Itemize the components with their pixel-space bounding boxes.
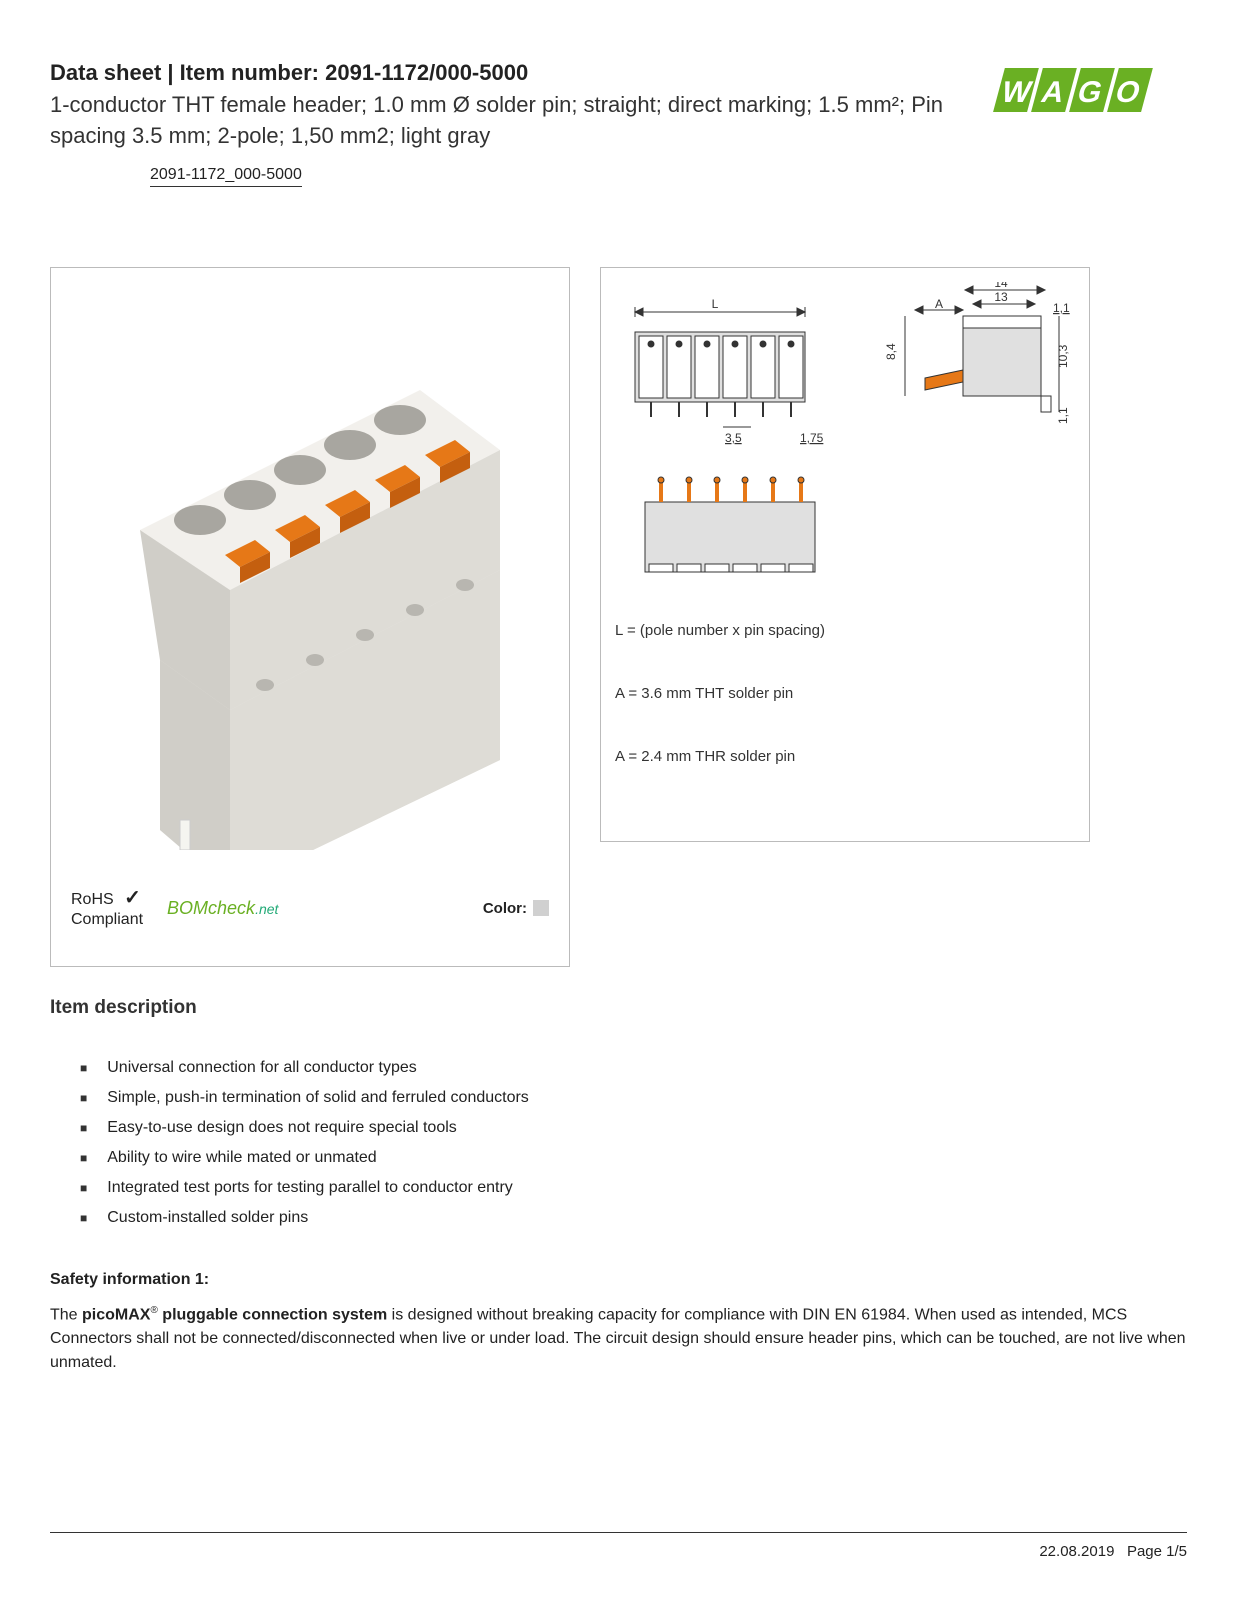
safety-bold2: pluggable connection system (158, 1306, 387, 1323)
image-row: RoHS ✓ Compliant BOMcheck.net Color: (50, 267, 1187, 967)
dim-r11: 1,1 (1053, 301, 1070, 315)
list-item: Universal connection for all conductor t… (80, 1059, 1187, 1077)
title-line: Data sheet | Item number: 2091-1172/000-… (50, 60, 957, 86)
dim-35: 3,5 (725, 431, 742, 445)
tech-drawing-box: L (600, 267, 1090, 842)
bomcheck-logo: BOMcheck.net (167, 898, 278, 919)
rohs-label: RoHS (71, 891, 114, 908)
list-item: Ability to wire while mated or unmated (80, 1149, 1187, 1167)
safety-heading: Safety information 1: (50, 1271, 1187, 1289)
dim-14: 14 (994, 282, 1008, 290)
list-item: Custom-installed solder pins (80, 1209, 1187, 1227)
product-render (51, 268, 569, 873)
color-label-text: Color: (483, 900, 527, 917)
list-item: Integrated test ports for testing parall… (80, 1179, 1187, 1197)
dim-b11: 1,1 (1056, 407, 1070, 424)
footer-date: 22.08.2019 (1039, 1543, 1114, 1560)
safety-prefix: The (50, 1306, 82, 1323)
item-number: 2091-1172/000-5000 (325, 60, 528, 85)
page-header: Data sheet | Item number: 2091-1172/000-… (50, 60, 1187, 187)
dim-175: 1,75 (800, 431, 824, 445)
dim-84: 8,4 (884, 343, 898, 360)
list-item: Simple, push-in termination of solid and… (80, 1089, 1187, 1107)
note-L: L = (pole number x pin spacing) (615, 622, 1075, 639)
part-link[interactable]: 2091-1172_000-5000 (150, 166, 302, 187)
note-A1: A = 3.6 mm THT solder pin (615, 685, 1075, 702)
dim-103: 10,3 (1056, 344, 1070, 368)
check-icon: ✓ (124, 887, 141, 909)
tech-drawings: L (615, 282, 1075, 592)
safety-sup: ® (150, 1305, 157, 1316)
color-swatch (533, 900, 549, 916)
bomcheck-suffix: .net (255, 901, 278, 917)
dim-13: 13 (994, 290, 1008, 304)
rohs-compliant-label: Compliant (71, 911, 143, 928)
bomcheck-text: BOMcheck (167, 898, 255, 918)
description-bullets: Universal connection for all conductor t… (50, 1059, 1187, 1227)
dim-A: A (935, 297, 943, 311)
rohs-compliant: RoHS ✓ Compliant (71, 886, 143, 929)
item-description-heading: Item description (50, 997, 1187, 1019)
list-item: Easy-to-use design does not require spec… (80, 1119, 1187, 1137)
dim-L: L (712, 297, 719, 311)
page-footer: 22.08.2019 Page 1/5 (50, 1532, 1187, 1560)
compliance-row: RoHS ✓ Compliant BOMcheck.net Color: (51, 872, 569, 965)
note-A2: A = 2.4 mm THR solder pin (615, 748, 1075, 765)
product-image-box: RoHS ✓ Compliant BOMcheck.net Color: (50, 267, 570, 967)
color-indicator: Color: (483, 900, 549, 917)
wago-logo: W A G O (987, 60, 1187, 125)
drawing-notes: L = (pole number x pin spacing) A = 3.6 … (615, 622, 1075, 811)
subtitle: 1-conductor THT female header; 1.0 mm Ø … (50, 90, 957, 152)
title-prefix: Data sheet | Item number: (50, 60, 325, 85)
footer-page: Page 1/5 (1127, 1543, 1187, 1560)
safety-bold1: picoMAX (82, 1306, 150, 1323)
safety-text: The picoMAX® pluggable connection system… (50, 1303, 1187, 1375)
header-text-block: Data sheet | Item number: 2091-1172/000-… (50, 60, 957, 187)
